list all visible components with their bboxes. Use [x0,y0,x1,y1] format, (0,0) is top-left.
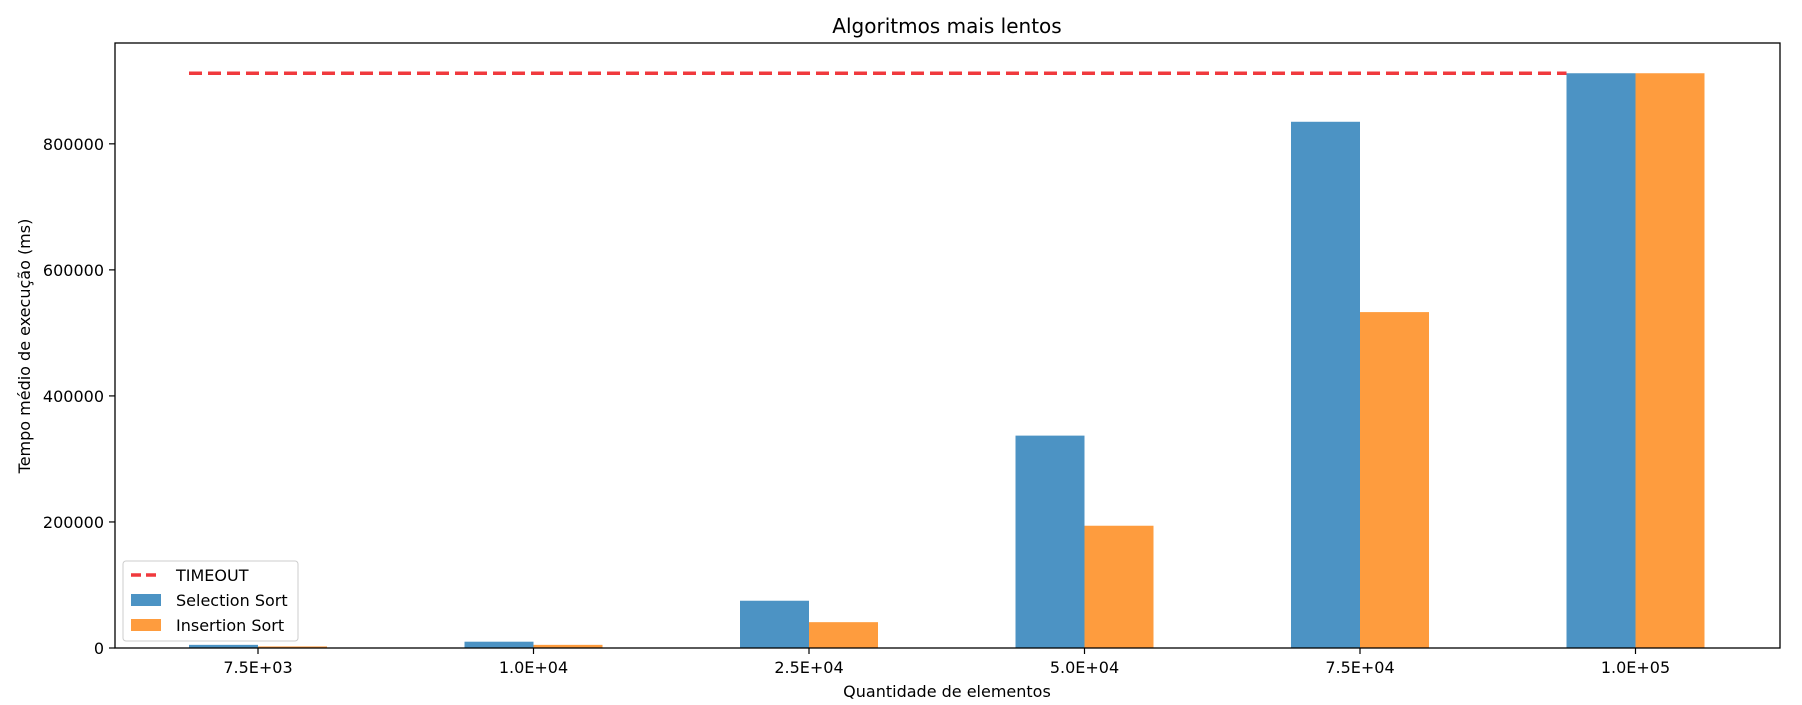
legend-label: Insertion Sort [176,616,284,635]
y-tick-label: 800000 [43,135,104,154]
legend-swatch [131,594,161,606]
bar-insertion-sort [809,622,878,648]
legend-label: Selection Sort [176,591,288,610]
x-tick-label: 5.0E+04 [1050,658,1119,677]
y-tick-label: 0 [94,639,104,658]
legend-swatch [131,619,161,631]
x-tick-label: 2.5E+04 [774,658,843,677]
bar-insertion-sort [1360,312,1429,648]
legend-label: TIMEOUT [175,566,249,585]
x-tick-label: 1.0E+05 [1601,658,1670,677]
bar-selection-sort [1566,73,1636,648]
bar-selection-sort [189,644,258,648]
y-axis-label: Tempo médio de execução (ms) [15,219,34,475]
y-axis: 0 200000 400000 600000 800000 [43,135,115,658]
bar-insertion-sort [258,646,327,648]
y-tick-label: 600000 [43,261,104,280]
bar-selection-sort [464,641,534,648]
legend-item-selection-sort: Selection Sort [131,591,288,610]
chart-title: Algoritmos mais lentos [832,14,1061,38]
x-axis: 7.5E+03 1.0E+04 2.5E+04 5.0E+04 7.5E+04 1.0E+… [223,648,1670,677]
bars-group [189,73,1705,648]
x-axis-label: Quantidade de elementos [843,682,1051,701]
bar-selection-sort [1015,435,1085,648]
x-tick-label: 1.0E+04 [499,658,568,677]
bar-insertion-sort [533,644,603,648]
y-tick-label: 400000 [43,387,104,406]
legend-item-insertion-sort: Insertion Sort [131,616,284,635]
x-tick-label: 7.5E+04 [1325,658,1394,677]
legend: TIMEOUT Selection Sort Insertion Sort [122,560,299,642]
legend-item-timeout: TIMEOUT [131,566,249,585]
legend-box [122,560,299,642]
plot-frame [114,42,1781,649]
x-tick-label: 7.5E+03 [223,658,292,677]
bar-insertion-sort [1084,525,1154,648]
bar-insertion-sort [1635,73,1705,648]
bar-selection-sort [740,600,809,648]
bar-selection-sort [1291,121,1360,648]
y-tick-label: 200000 [43,513,104,532]
